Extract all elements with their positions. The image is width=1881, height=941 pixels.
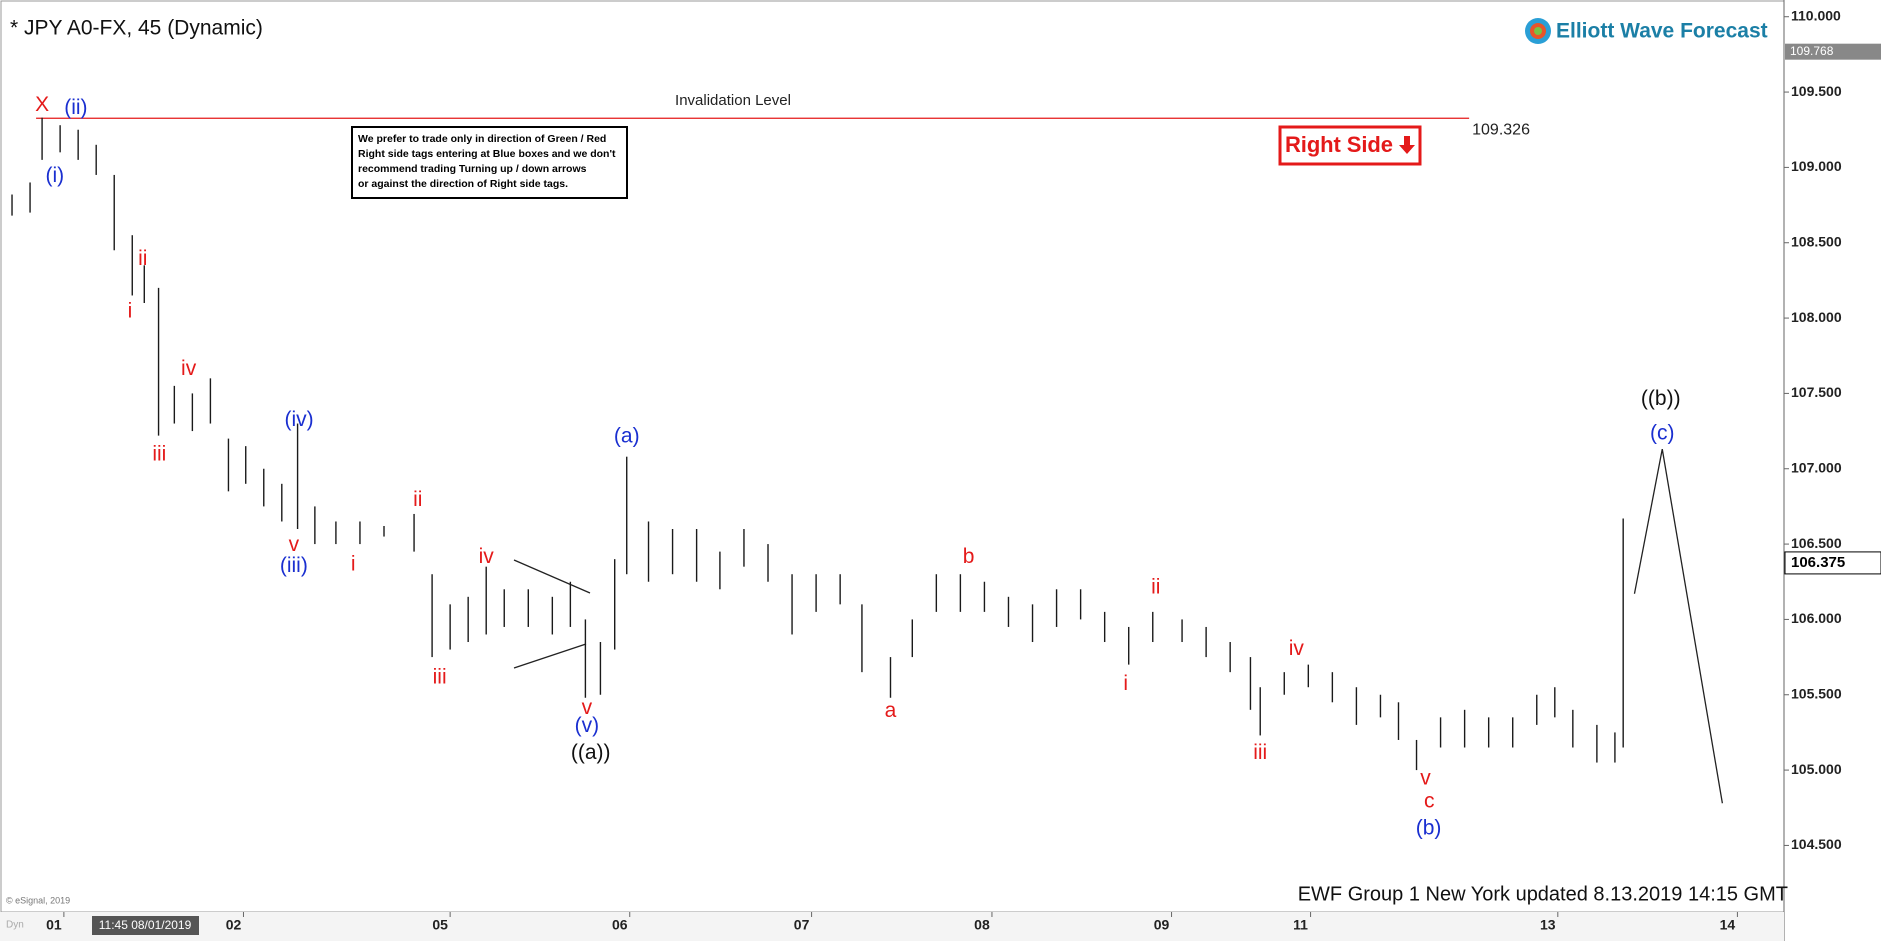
- chart-title: * JPY A0-FX, 45 (Dynamic): [10, 17, 263, 40]
- triangle-line: [513, 643, 587, 669]
- x-tick-label: 14: [1720, 917, 1736, 933]
- invalidation-value: 109.326: [1472, 121, 1530, 138]
- wave-label: (i): [46, 164, 65, 187]
- last-price-box: [1784, 551, 1881, 575]
- wave-label: i: [351, 553, 356, 576]
- note-box: [351, 126, 628, 199]
- wave-label: a: [885, 699, 897, 722]
- projection-line: [1633, 449, 1724, 804]
- wave-label: ((a)): [571, 741, 611, 764]
- right-side-text: Right Side: [1285, 132, 1393, 157]
- cursor-time-box: [92, 916, 199, 935]
- y-tick-label: 106.500: [1791, 535, 1842, 551]
- cursor-time: 11:45 08/01/2019: [99, 918, 192, 932]
- logo-icon: [1534, 27, 1542, 35]
- x-tick-label: 05: [432, 917, 448, 933]
- y-tick-label: 108.500: [1791, 233, 1842, 249]
- wave-label: v: [289, 533, 300, 556]
- date-strip: [0, 912, 1784, 941]
- note-line: or against the direction of Right side t…: [358, 178, 568, 190]
- invalidation-label: Invalidation Level: [675, 92, 791, 109]
- wave-label: i: [128, 300, 133, 323]
- y-tick-label: 107.000: [1791, 459, 1842, 475]
- wave-label: ii: [138, 247, 147, 270]
- x-tick-label: 02: [226, 917, 242, 933]
- wave-label: (a): [614, 425, 640, 448]
- note-line: Right side tags entering at Blue boxes a…: [358, 148, 616, 160]
- wave-label: v: [1420, 767, 1431, 790]
- wave-label: iii: [433, 666, 447, 689]
- copyright: © eSignal, 2019: [6, 895, 70, 905]
- x-tick-label: 11: [1293, 917, 1308, 933]
- y-tick-label: 109.000: [1791, 158, 1842, 174]
- wave-label: i: [1123, 672, 1128, 695]
- x-tick-label: 07: [794, 917, 810, 933]
- wave-label: ((b)): [1641, 387, 1681, 410]
- down-arrow-icon: [1399, 136, 1415, 154]
- x-tick-label: 09: [1154, 917, 1170, 933]
- logo-text: Elliott Wave Forecast: [1556, 20, 1768, 43]
- wave-label: (b): [1416, 816, 1442, 839]
- footer: EWF Group 1 New York updated 8.13.2019 1…: [1298, 883, 1788, 905]
- x-tick-label: 06: [612, 917, 628, 933]
- x-tick-label: 08: [974, 917, 990, 933]
- wave-label: (v): [575, 714, 600, 737]
- wave-label: (ii): [64, 96, 87, 119]
- wave-label: (iv): [285, 408, 314, 431]
- right-side-box: [1278, 125, 1422, 166]
- wave-label: X: [35, 93, 49, 116]
- y-tick-label: 105.500: [1791, 685, 1842, 701]
- wave-label: iv: [479, 545, 495, 568]
- x-tick-label: 01: [46, 917, 62, 933]
- wave-label: iv: [181, 357, 197, 380]
- x-tick-label: 13: [1540, 917, 1556, 933]
- note-line: We prefer to trade only in direction of …: [358, 133, 606, 145]
- wave-label: (iii): [280, 554, 308, 577]
- y-tick-label: 104.500: [1791, 836, 1842, 852]
- note-line: recommend trading Turning up / down arro…: [358, 163, 587, 175]
- y-tick-label: 107.500: [1791, 384, 1842, 400]
- wave-label: (c): [1650, 422, 1675, 445]
- wave-label: iv: [1289, 637, 1305, 660]
- wave-label: b: [963, 545, 975, 568]
- wave-label: ii: [413, 488, 422, 511]
- y-tick-label: 109.500: [1791, 83, 1842, 99]
- mode-label: Dyn: [6, 920, 24, 931]
- wave-label: ii: [1151, 575, 1160, 598]
- wave-label: c: [1424, 789, 1435, 812]
- y-tick-label: 106.000: [1791, 610, 1842, 626]
- y-tick-label: 110.000: [1791, 7, 1841, 23]
- marker-price: 109.768: [1790, 44, 1834, 58]
- marker-price-box: [1785, 43, 1881, 60]
- last-price: 106.375: [1791, 554, 1845, 571]
- wave-label: iii: [152, 443, 166, 466]
- wave-label: v: [582, 696, 593, 719]
- triangle-line: [513, 559, 591, 594]
- wave-label: iii: [1253, 741, 1267, 764]
- y-tick-label: 105.000: [1791, 761, 1842, 777]
- y-tick-label: 108.000: [1791, 309, 1842, 325]
